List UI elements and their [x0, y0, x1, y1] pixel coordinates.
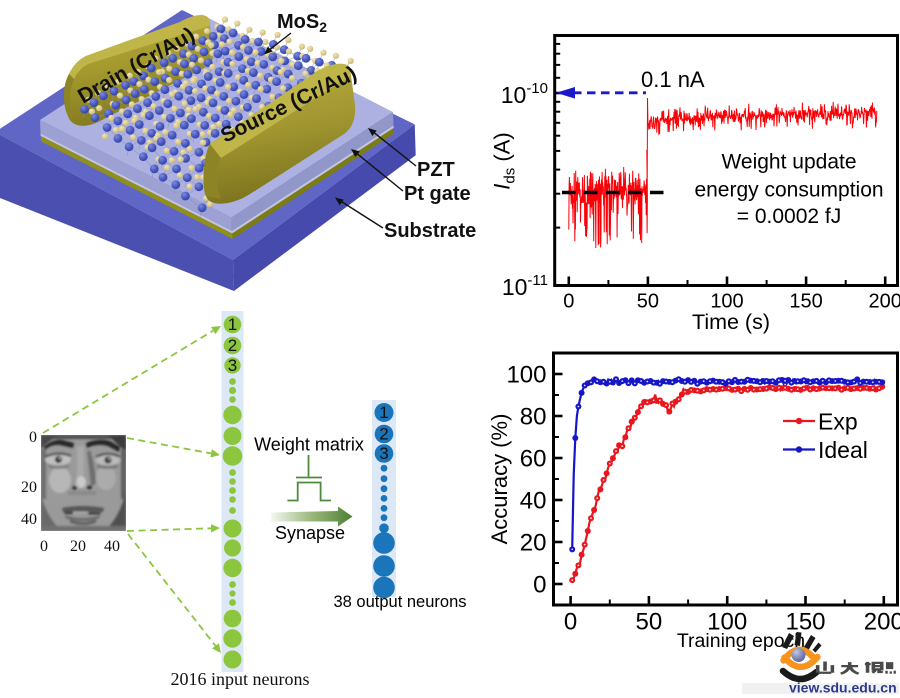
- svg-text:Training epoch: Training epoch: [677, 630, 805, 652]
- svg-text:100: 100: [506, 362, 546, 389]
- svg-text:20: 20: [70, 538, 86, 555]
- svg-text:20: 20: [21, 479, 37, 496]
- svg-text:Ids (A): Ids (A): [490, 132, 519, 189]
- svg-text:Weight matrix: Weight matrix: [254, 435, 364, 455]
- svg-text:38 output neurons: 38 output neurons: [333, 593, 466, 611]
- svg-text:20: 20: [520, 530, 547, 557]
- svg-text:energy consumption: energy consumption: [694, 179, 883, 202]
- svg-text:150: 150: [789, 291, 822, 313]
- svg-text:1: 1: [228, 315, 237, 334]
- svg-text:200: 200: [869, 291, 900, 313]
- svg-text:MoS2: MoS2: [277, 11, 327, 35]
- svg-text:40: 40: [104, 538, 120, 555]
- svg-text:50: 50: [636, 609, 663, 636]
- svg-text:40: 40: [21, 511, 37, 528]
- svg-text:3: 3: [379, 444, 388, 463]
- svg-text:200: 200: [864, 609, 900, 636]
- svg-text:0: 0: [563, 291, 574, 313]
- svg-text:2: 2: [228, 336, 237, 355]
- svg-text:10-10: 10-10: [501, 80, 548, 108]
- svg-text:1: 1: [379, 403, 388, 422]
- svg-text:Synapse: Synapse: [275, 523, 345, 543]
- svg-text:Accuracy (%): Accuracy (%): [487, 414, 512, 545]
- svg-text:100: 100: [710, 291, 743, 313]
- svg-text:Exp: Exp: [818, 409, 858, 435]
- svg-text:3: 3: [228, 356, 237, 375]
- svg-text:0: 0: [533, 572, 546, 599]
- svg-text:Substrate: Substrate: [384, 220, 476, 242]
- svg-text:50: 50: [637, 291, 659, 313]
- svg-text:150: 150: [785, 609, 825, 636]
- svg-text:PZT: PZT: [417, 159, 455, 181]
- svg-text:0: 0: [29, 429, 37, 446]
- svg-text:0: 0: [564, 609, 577, 636]
- svg-text:0: 0: [40, 538, 48, 555]
- svg-text:Weight update: Weight update: [721, 151, 856, 174]
- svg-text:Time (s): Time (s): [692, 310, 770, 334]
- svg-text:80: 80: [520, 404, 547, 431]
- svg-text:40: 40: [520, 488, 547, 515]
- svg-text:2016 input neurons: 2016 input neurons: [171, 669, 310, 689]
- svg-text:= 0.0002 fJ: = 0.0002 fJ: [737, 205, 842, 228]
- svg-text:0.1 nA: 0.1 nA: [641, 67, 705, 92]
- svg-text:60: 60: [520, 446, 547, 473]
- svg-text:Ideal: Ideal: [818, 437, 868, 463]
- svg-text:100: 100: [707, 609, 747, 636]
- svg-text:Pt gate: Pt gate: [404, 183, 471, 205]
- svg-text:view.sdu.edu.cn: view.sdu.edu.cn: [789, 680, 897, 696]
- svg-text:2: 2: [379, 425, 388, 444]
- svg-text:10-11: 10-11: [502, 272, 548, 300]
